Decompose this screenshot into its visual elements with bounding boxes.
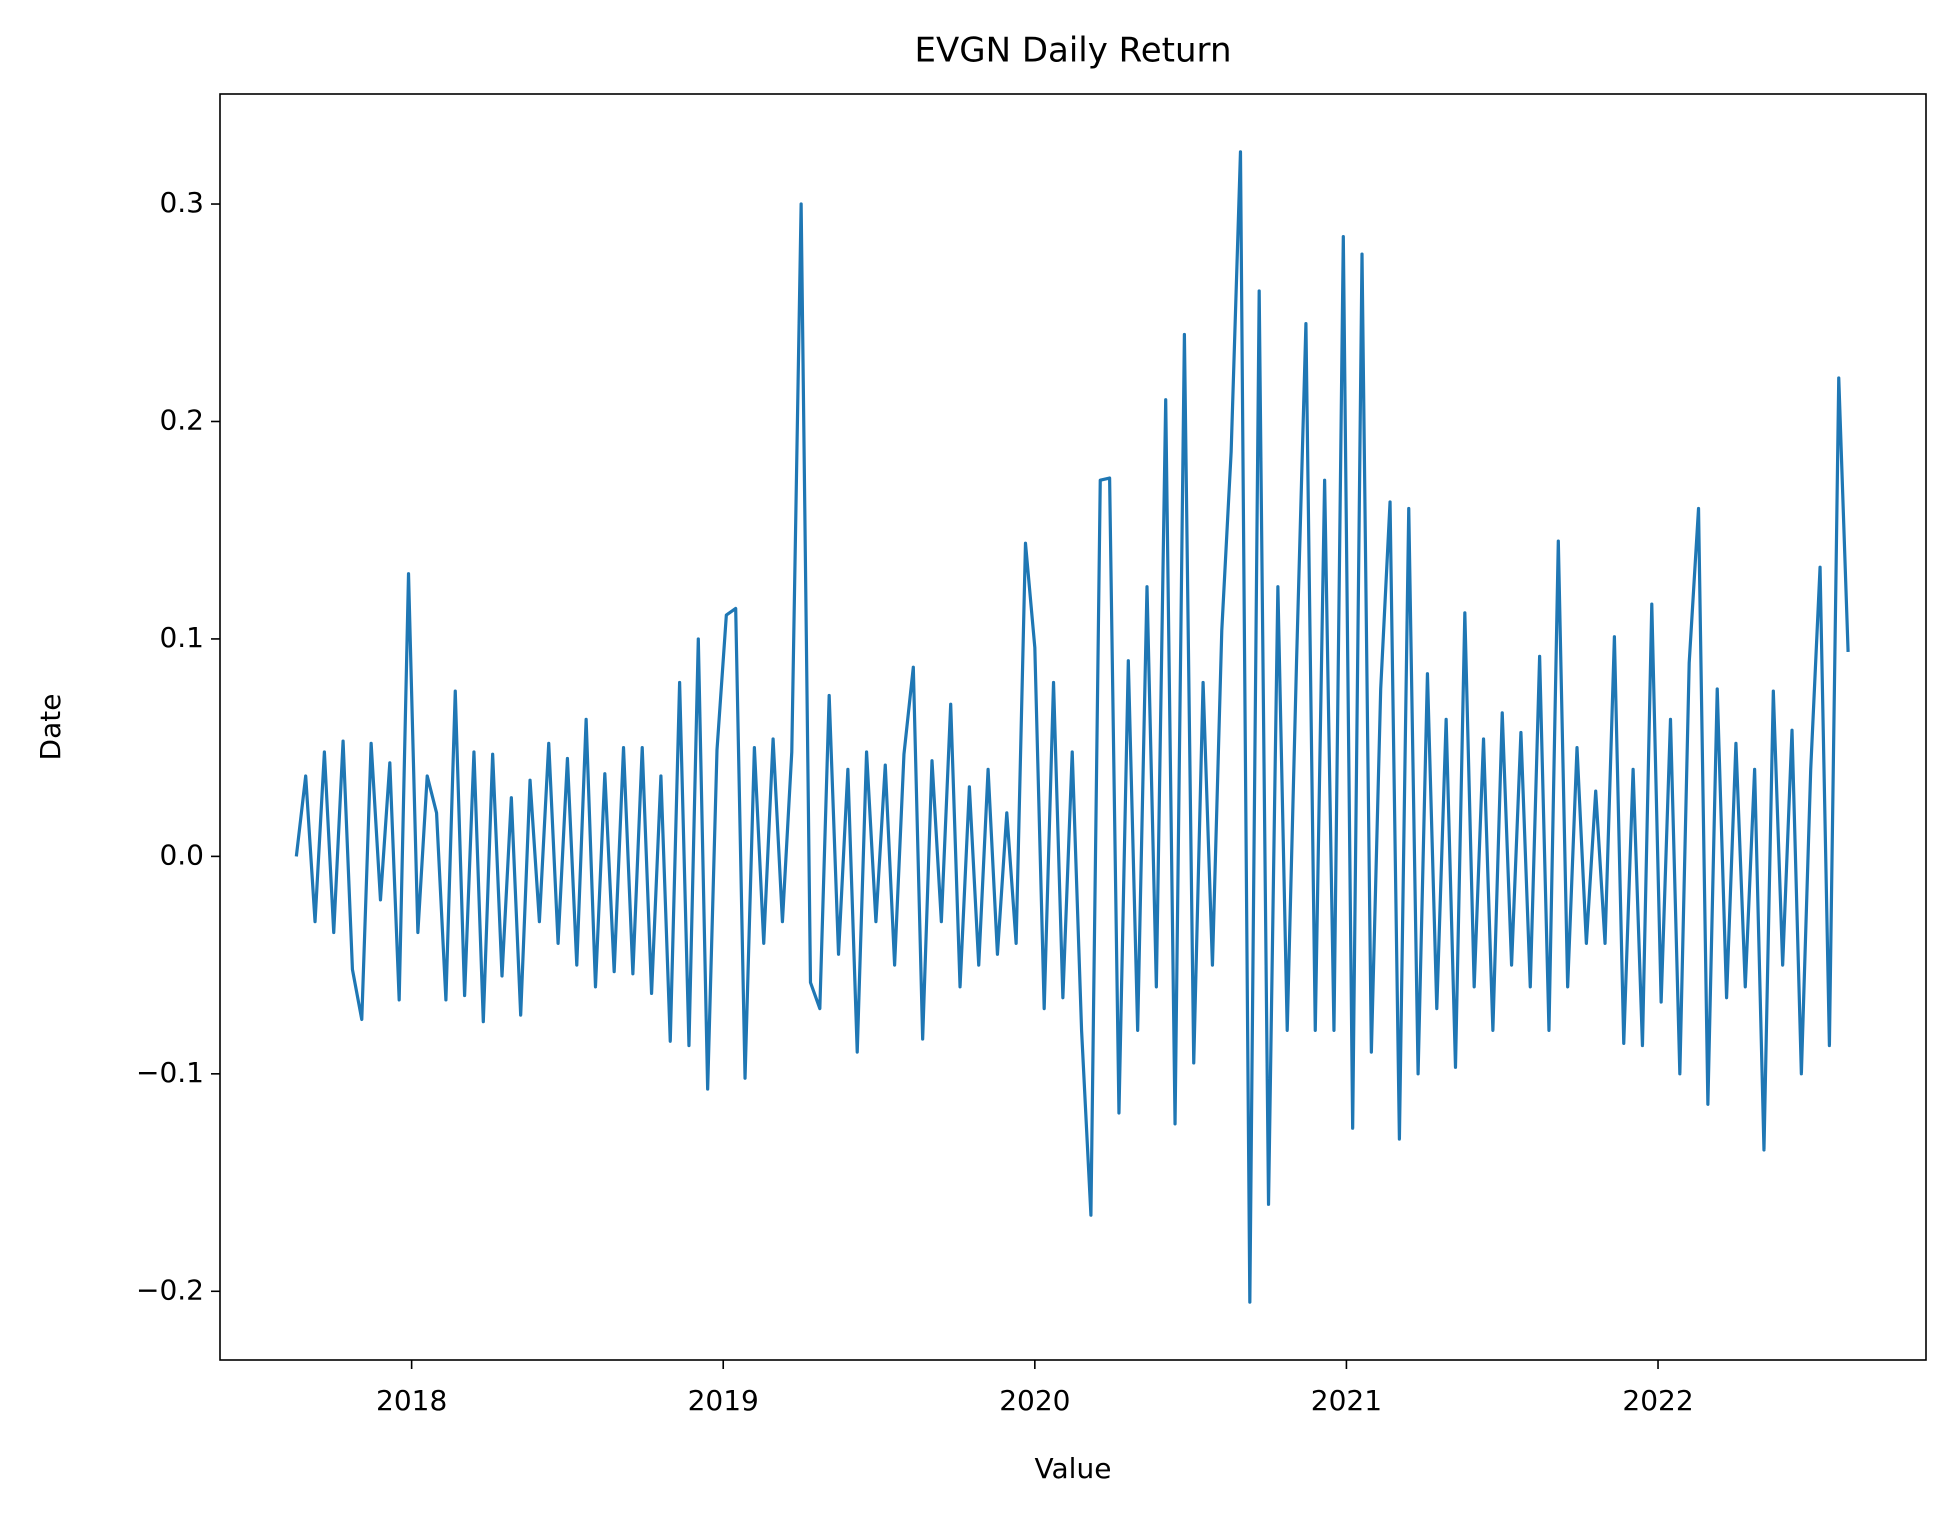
y-tick-label: 0.3 — [159, 186, 204, 219]
series-line — [294, 150, 1850, 1304]
y-tick-label: 0.2 — [159, 403, 204, 436]
x-axis-label: Value — [1035, 1452, 1112, 1485]
y-axis-label: Date — [34, 694, 67, 761]
x-tick-label: 2021 — [1311, 1384, 1382, 1417]
y-tick-label: 0.1 — [159, 621, 204, 654]
y-tick-label: −0.1 — [136, 1056, 204, 1089]
x-tick-label: 2019 — [688, 1384, 759, 1417]
chart-title: EVGN Daily Return — [915, 31, 1232, 71]
x-tick-label: 2020 — [999, 1384, 1070, 1417]
y-tick-label: 0.0 — [159, 838, 204, 871]
plot-frame — [219, 93, 1927, 1361]
x-tick-label: 2022 — [1622, 1384, 1693, 1417]
y-tick-label: −0.2 — [136, 1273, 204, 1306]
x-tick-label: 2018 — [376, 1384, 447, 1417]
